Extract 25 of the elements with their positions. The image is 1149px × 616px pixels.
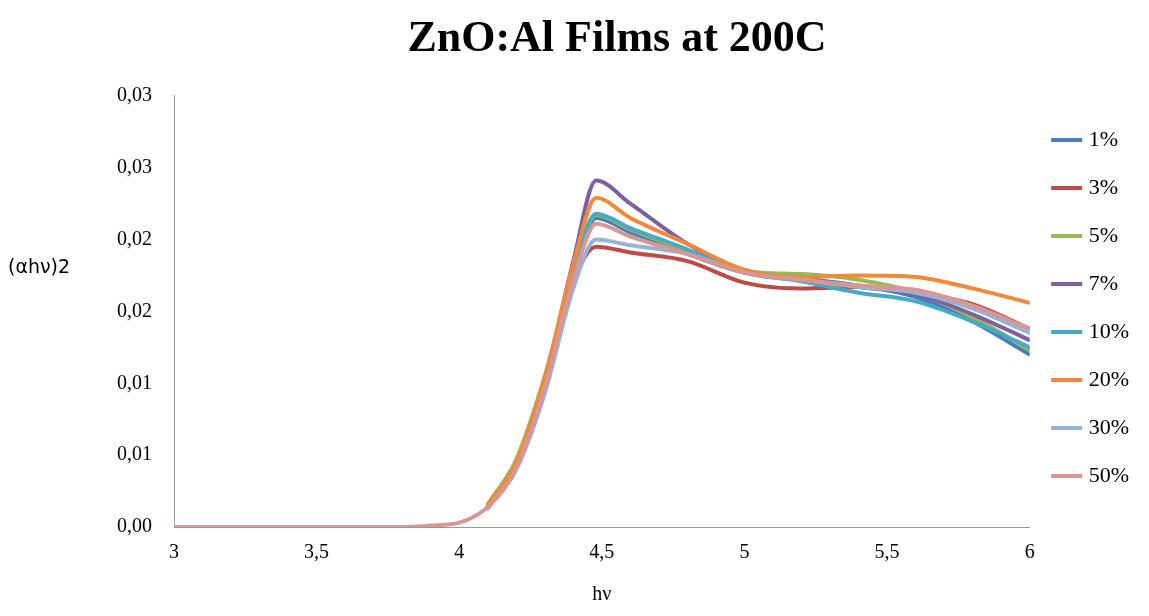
- y-tick-label: 0,03: [117, 83, 152, 106]
- legend-label: 7%: [1088, 269, 1118, 295]
- x-tick-label: 5: [739, 540, 750, 563]
- y-axis-title: (αhν)2: [8, 255, 71, 278]
- legend-label: 5%: [1088, 221, 1118, 247]
- x-tick-label: 5,5: [874, 540, 900, 563]
- chart-title: ZnO:Al Films at 200C: [407, 11, 827, 61]
- legend-label: 30%: [1088, 413, 1129, 439]
- x-tick-label: 3: [169, 540, 179, 563]
- x-axis-title: hν: [592, 582, 612, 605]
- y-tick-label: 0,00: [117, 514, 152, 537]
- y-tick-label: 0,01: [117, 442, 152, 465]
- legend-label: 50%: [1088, 461, 1129, 487]
- x-tick-label: 3,5: [304, 540, 330, 563]
- x-tick-label: 4: [454, 540, 465, 563]
- y-tick-label: 0,02: [117, 298, 152, 321]
- y-tick-label: 0,01: [117, 370, 152, 393]
- legend-label: 1%: [1088, 125, 1118, 151]
- y-tick-label: 0,02: [117, 226, 152, 249]
- y-tick-label: 0,03: [117, 154, 152, 177]
- legend-label: 3%: [1088, 173, 1118, 199]
- x-tick-label: 4,5: [589, 540, 615, 563]
- x-tick-label: 6: [1024, 540, 1035, 563]
- legend-label: 10%: [1088, 317, 1129, 343]
- legend-label: 20%: [1088, 365, 1129, 391]
